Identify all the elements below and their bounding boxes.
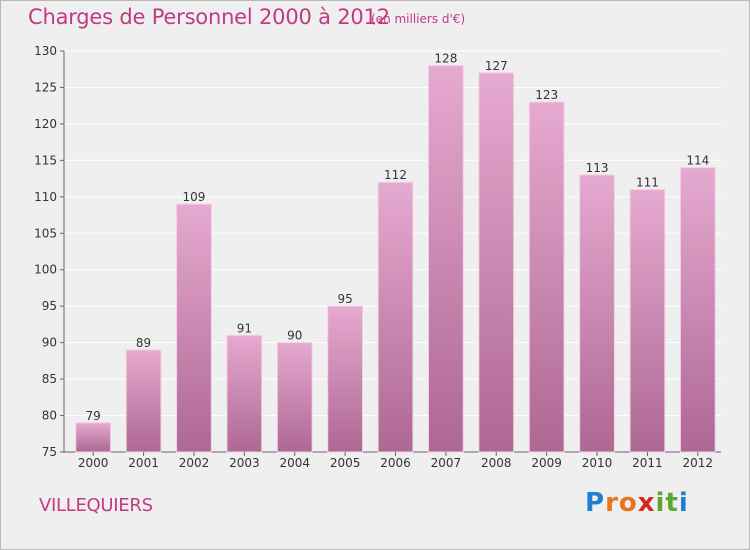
chart-subtitle: (en milliers d'€) — [371, 12, 466, 26]
bar — [679, 167, 716, 453]
bar-value-label: 114 — [686, 154, 709, 168]
bar-value-label: 89 — [136, 336, 151, 350]
x-tick-label: 2011 — [632, 456, 663, 470]
y-tick-label: 125 — [34, 80, 57, 94]
x-tick-label: 2007 — [431, 456, 462, 470]
bar — [428, 65, 464, 453]
bar-value-label: 127 — [485, 59, 508, 73]
proxiti-logo: Proxiti — [585, 488, 689, 518]
bar-value-label: 90 — [287, 329, 302, 343]
y-tick-label: 110 — [34, 190, 57, 204]
bar-value-label: 79 — [86, 409, 101, 423]
x-tick-label: 2003 — [229, 456, 260, 470]
x-tick-label: 2000 — [78, 456, 109, 470]
bar-value-label: 112 — [384, 168, 407, 182]
y-tick-label: 95 — [42, 299, 57, 313]
x-tick-label: 2001 — [128, 456, 159, 470]
y-tick-label: 100 — [34, 263, 57, 277]
x-tick-label: 2010 — [582, 456, 613, 470]
bar — [528, 101, 565, 453]
bar — [629, 189, 666, 453]
x-tick-label: 2012 — [683, 456, 714, 470]
logo-letter: t — [665, 488, 679, 518]
chart-title: Charges de Personnel 2000 à 2012 — [28, 5, 390, 29]
y-tick-label: 75 — [42, 445, 57, 459]
bar-value-label: 95 — [337, 292, 352, 306]
bar-value-label: 111 — [636, 176, 659, 190]
logo-letter: o — [618, 488, 638, 518]
y-tick-label: 130 — [34, 44, 57, 58]
bar-value-label: 128 — [434, 52, 457, 66]
logo-letter: i — [655, 488, 666, 518]
x-tick-label: 2008 — [481, 456, 512, 470]
bar — [579, 174, 615, 453]
logo-letter: P — [585, 488, 606, 518]
x-tick-label: 2002 — [179, 456, 210, 470]
y-tick-label: 90 — [42, 336, 57, 350]
bar — [478, 72, 515, 453]
bar — [276, 342, 313, 453]
x-tick-label: 2004 — [279, 456, 310, 470]
logo-letter: x — [637, 488, 656, 518]
y-tick-label: 120 — [34, 117, 57, 131]
y-tick-label: 105 — [34, 226, 57, 240]
bar-value-label: 91 — [237, 321, 252, 335]
bar-value-label: 109 — [183, 190, 206, 204]
bar — [75, 422, 112, 453]
bar-value-label: 123 — [535, 88, 558, 102]
bar-value-label: 113 — [586, 161, 609, 175]
bar — [125, 349, 162, 453]
x-tick-label: 2009 — [531, 456, 562, 470]
x-tick-label: 2005 — [330, 456, 361, 470]
y-tick-label: 80 — [42, 409, 57, 423]
bar — [226, 334, 263, 453]
bar — [327, 305, 363, 453]
bar — [176, 203, 212, 453]
logo-letter: i — [678, 488, 689, 518]
y-tick-label: 85 — [42, 372, 57, 386]
y-tick-label: 115 — [34, 153, 57, 167]
logo-letter: r — [605, 488, 619, 518]
city-name: VILLEQUIERS — [39, 495, 153, 516]
x-tick-label: 2006 — [380, 456, 411, 470]
bar — [377, 181, 414, 453]
